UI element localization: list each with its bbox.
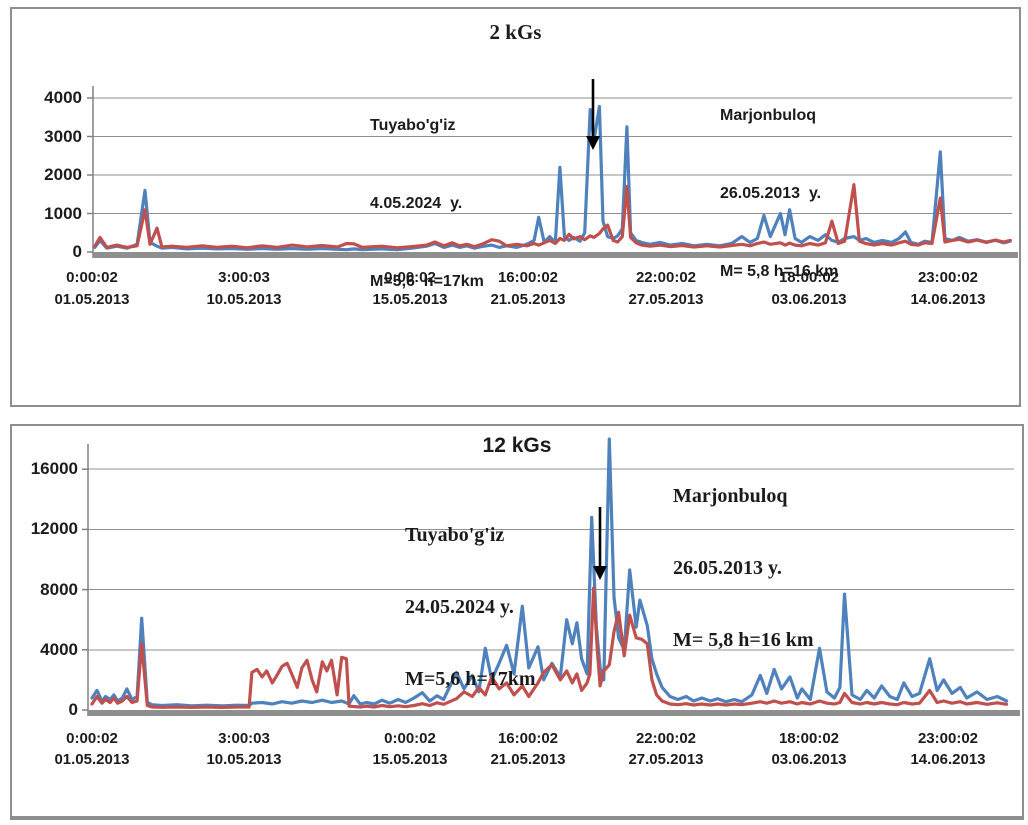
- x-tick-time-label: 18:00:02: [778, 730, 840, 747]
- x-tick-date-label: 21.05.2013: [490, 291, 566, 308]
- bottom-chart-canvas: [82, 437, 1020, 716]
- x-axis-baseline: [88, 710, 1020, 716]
- x-tick-date-label: 15.05.2013: [372, 751, 448, 768]
- down-arrow-head-icon: [586, 136, 600, 150]
- y-tick-label: 4000: [44, 88, 82, 107]
- y-tick-label: 4000: [40, 639, 78, 659]
- annotation-tuyabogiz-top: Tuyabo'g'iz 4.05.2024 y. M=5,6 h=17km: [370, 61, 484, 347]
- annotation-line: Marjonbuloq: [673, 485, 788, 507]
- x-tick-date-label: 10.05.2013: [206, 291, 282, 308]
- annotation-line: Tuyabo'g'iz: [370, 117, 456, 134]
- x-tick-date-label: 21.05.2013: [490, 751, 566, 768]
- x-tick-time-label: 0:00:02: [66, 269, 118, 286]
- x-tick-time-label: 23:00:02: [917, 730, 979, 747]
- annotation-marjonbuloq-bottom: Marjonbuloq 26.05.2013 y. M= 5,8 h=16 km: [673, 436, 814, 700]
- x-tick-date-label: 15.05.2013: [372, 291, 448, 308]
- y-tick-label: 0: [68, 700, 78, 719]
- x-tick-time-label: 0:00:02: [66, 730, 118, 747]
- annotation-line: 4.05.2024 y.: [370, 195, 463, 212]
- x-tick-time-label: 22:00:02: [635, 269, 697, 286]
- x-tick-date-label: 27.05.2013: [628, 291, 704, 308]
- top-chart: 2 kGs Tuyabo'g'iz 4.05.2024 y. M=5,6 h=1…: [10, 7, 1021, 407]
- y-tick-label: 1000: [44, 203, 82, 223]
- annotation-line: 26.05.2013 y.: [673, 557, 782, 579]
- annotation-line: M= 5,8 h=16 km: [673, 629, 814, 651]
- annotation-line: Tuyabo'g'iz: [405, 524, 505, 546]
- x-tick-time-label: 0:00:02: [384, 269, 436, 286]
- annotation-line: M=5,6 h=17km: [405, 668, 536, 690]
- top-chart-title: 2 kGs: [489, 20, 542, 44]
- x-tick-date-label: 03.06.2013: [771, 751, 847, 768]
- x-tick-date-label: 14.06.2013: [910, 751, 986, 768]
- x-tick-date-label: 01.05.2013: [54, 751, 130, 768]
- annotation-tuyabogiz-bottom: Tuyabo'g'iz 24.05.2024 y. M=5,6 h=17km: [405, 475, 536, 739]
- x-tick-date-label: 03.06.2013: [771, 291, 847, 308]
- x-tick-date-label: 14.06.2013: [910, 291, 986, 308]
- annotation-line: Marjonbuloq: [720, 107, 816, 124]
- series-blue-component: [93, 104, 1012, 252]
- x-tick-time-label: 16:00:02: [497, 730, 559, 747]
- bottom-chart-title: 12 kGs: [482, 434, 552, 457]
- x-tick-time-label: 18:00:02: [778, 269, 840, 286]
- y-tick-label: 2000: [44, 165, 82, 184]
- x-tick-time-label: 22:00:02: [635, 730, 697, 747]
- x-tick-date-label: 10.05.2013: [206, 751, 282, 768]
- x-tick-time-label: 16:00:02: [497, 269, 559, 286]
- x-tick-time-label: 3:00:03: [218, 269, 270, 286]
- annotation-line: 26.05.2013 y.: [720, 185, 822, 202]
- annotation-line: 24.05.2024 y.: [405, 596, 514, 618]
- x-tick-time-label: 23:00:02: [917, 269, 979, 286]
- y-tick-label: 12000: [30, 519, 78, 539]
- series-red-component: [90, 586, 1009, 709]
- x-tick-time-label: 0:00:02: [384, 730, 436, 747]
- annotation-line: M= 5,8 h=16 km: [720, 263, 839, 280]
- y-tick-label: 16000: [30, 459, 78, 479]
- x-tick-time-label: 3:00:03: [218, 730, 270, 747]
- annotation-line: M=5,6 h=17km: [370, 273, 484, 290]
- y-tick-label: 0: [72, 242, 82, 261]
- annotation-marjonbuloq-top: Marjonbuloq 26.05.2013 y. M= 5,8 h=16 km: [720, 51, 838, 337]
- series-red-component: [93, 183, 1012, 250]
- y-tick-label: 3000: [44, 126, 82, 146]
- x-tick-date-label: 01.05.2013: [54, 291, 130, 308]
- y-tick-label: 8000: [40, 579, 78, 599]
- top-chart-canvas: [87, 79, 1018, 258]
- x-tick-date-label: 27.05.2013: [628, 751, 704, 768]
- x-axis-baseline: [93, 252, 1018, 258]
- bottom-chart: 12 kGs Tuyabo'g'iz 24.05.2024 y. M=5,6 h…: [10, 424, 1024, 820]
- down-arrow-head-icon: [593, 566, 607, 580]
